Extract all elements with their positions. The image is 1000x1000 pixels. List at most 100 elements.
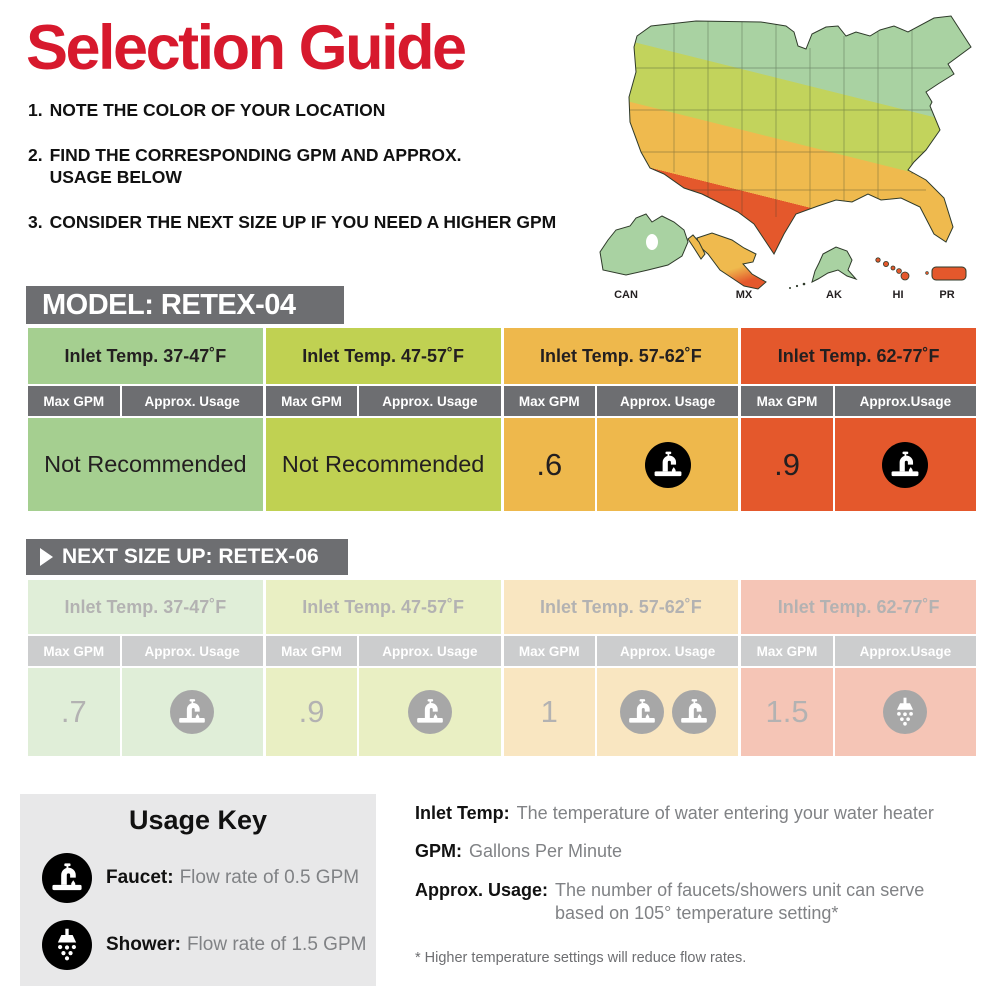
max-gpm-cell: .9 bbox=[265, 668, 358, 756]
max-gpm-header: Max GPM bbox=[741, 636, 833, 666]
max-gpm-header: Max GPM bbox=[741, 386, 833, 416]
instruction-steps: 1. NOTE THE COLOR OF YOUR LOCATION 2. FI… bbox=[28, 100, 648, 257]
faucet-icon bbox=[620, 690, 664, 734]
max-gpm-header: Max GPM bbox=[265, 636, 358, 666]
step-number: 1. bbox=[28, 100, 43, 120]
next-size-table: Inlet Temp. 37-47˚F Max GPM Approx. Usag… bbox=[28, 580, 976, 756]
faucet-label: Faucet: bbox=[106, 867, 174, 888]
temp-column-62-77: Inlet Temp. 62-77˚F Max GPM Approx.Usage… bbox=[741, 580, 976, 756]
max-gpm-cell: .6 bbox=[503, 418, 596, 511]
map-label-ak: AK bbox=[826, 289, 842, 301]
column-header: Inlet Temp. 62-77˚F bbox=[741, 580, 976, 634]
usage-cell bbox=[121, 668, 263, 756]
temp-column-57-62: Inlet Temp. 57-62˚F Max GPM Approx. Usag… bbox=[503, 328, 739, 511]
gpm-value: 1.5 bbox=[765, 694, 809, 729]
step-3: 3. CONSIDER THE NEXT SIZE UP IF YOU NEED… bbox=[28, 212, 648, 234]
max-gpm-cell: .7 bbox=[28, 668, 120, 756]
faucet-icon bbox=[882, 442, 928, 488]
faucet-icon bbox=[408, 690, 452, 734]
state-borders bbox=[629, 20, 971, 217]
max-gpm-cell: 1.5 bbox=[741, 668, 833, 756]
shower-label: Shower: bbox=[106, 934, 181, 955]
faucet-icon bbox=[170, 690, 214, 734]
column-header: Inlet Temp. 47-57˚F bbox=[265, 328, 501, 384]
data-cell: Not Recommended bbox=[28, 418, 263, 511]
gpm-value: .6 bbox=[536, 446, 563, 482]
not-recommended-text: Not Recommended bbox=[44, 451, 247, 477]
puerto-rico-shape bbox=[931, 266, 967, 281]
usage-cell bbox=[359, 668, 501, 756]
max-gpm-header: Max GPM bbox=[28, 386, 120, 416]
footnote: * Higher temperature settings will reduc… bbox=[415, 949, 747, 966]
faucet-icon bbox=[645, 442, 691, 488]
column-header: Inlet Temp. 62-77˚F bbox=[741, 328, 976, 384]
usage-cell bbox=[597, 418, 739, 511]
model-header-bar: MODEL: RETEX-04 bbox=[26, 286, 344, 324]
map-label-mx: MX bbox=[736, 289, 753, 301]
approx-usage-header: Approx. Usage bbox=[597, 386, 739, 416]
step-1: 1. NOTE THE COLOR OF YOUR LOCATION bbox=[28, 100, 648, 122]
next-size-header-bar: NEXT SIZE UP: RETEX-06 bbox=[26, 539, 348, 575]
aleutian-island bbox=[789, 287, 791, 289]
definition-term: Approx. Usage: bbox=[415, 879, 549, 900]
mexico-shape bbox=[696, 232, 767, 290]
model-table: Inlet Temp. 37-47˚F Max GPM Approx. Usag… bbox=[28, 328, 976, 511]
approx-usage-header: Approx. Usage bbox=[121, 386, 263, 416]
hudson-bay bbox=[646, 234, 658, 250]
step-text: NOTE THE COLOR OF YOUR LOCATION bbox=[49, 100, 386, 120]
aleutian-island bbox=[795, 284, 799, 288]
play-icon bbox=[40, 548, 53, 566]
us-map-shape bbox=[628, 15, 972, 255]
hawaii-islands bbox=[875, 257, 910, 281]
temp-column-57-62: Inlet Temp. 57-62˚F Max GPM Approx. Usag… bbox=[503, 580, 739, 756]
temp-column-47-57: Inlet Temp. 47-57˚F Max GPM Approx. Usag… bbox=[265, 580, 501, 756]
gpm-value: .9 bbox=[298, 694, 325, 729]
approx-usage-header: Approx. Usage bbox=[359, 386, 501, 416]
definition-text: Gallons Per Minute bbox=[469, 841, 623, 862]
faucet-icon bbox=[42, 853, 92, 903]
max-gpm-header: Max GPM bbox=[503, 636, 596, 666]
step-number: 2. bbox=[28, 144, 43, 165]
temp-column-37-47: Inlet Temp. 37-47˚F Max GPM Approx. Usag… bbox=[28, 580, 263, 756]
baja-peninsula bbox=[687, 234, 706, 260]
map-label-pr: PR bbox=[939, 289, 954, 301]
faucet-description: Flow rate of 0.5 GPM bbox=[179, 867, 360, 888]
canada-shape bbox=[599, 213, 689, 276]
usage-key-panel: Usage Key Faucet: Flow rate of 0.5 GPM S… bbox=[20, 794, 376, 986]
definition-text: The number of faucets/showers unit can s… bbox=[555, 879, 925, 924]
usage-cell bbox=[597, 668, 739, 756]
step-text: CONSIDER THE NEXT SIZE UP IF YOU NEED A … bbox=[49, 211, 557, 232]
shower-description: Flow rate of 1.5 GPM bbox=[186, 934, 367, 955]
temp-column-37-47: Inlet Temp. 37-47˚F Max GPM Approx. Usag… bbox=[28, 328, 263, 511]
step-2: 2. FIND THE CORRESPONDING GPM AND APPROX… bbox=[28, 145, 648, 189]
max-gpm-cell: 1 bbox=[503, 668, 596, 756]
aleutian-island bbox=[802, 282, 806, 286]
data-cell: Not Recommended bbox=[265, 418, 501, 511]
approx-usage-header: Approx.Usage bbox=[834, 386, 976, 416]
next-size-title: NEXT SIZE UP: RETEX-06 bbox=[62, 545, 319, 568]
step-number: 3. bbox=[28, 211, 43, 232]
gpm-value: 1 bbox=[540, 694, 558, 729]
faucet-key-icon bbox=[42, 853, 92, 903]
page-title: Selection Guide bbox=[26, 13, 467, 83]
usage-cell bbox=[834, 668, 976, 756]
approx-usage-header: Approx. Usage bbox=[359, 636, 501, 666]
map-label-can: CAN bbox=[614, 289, 638, 301]
max-gpm-header: Max GPM bbox=[28, 636, 120, 666]
definition-approx-usage: Approx. Usage: The number of faucets/sho… bbox=[415, 879, 975, 926]
gpm-value: .9 bbox=[774, 446, 800, 482]
column-header: Inlet Temp. 37-47˚F bbox=[28, 328, 263, 384]
faucet-icon bbox=[672, 690, 716, 734]
usage-key-faucet-row: Faucet: Flow rate of 0.5 GPM bbox=[42, 853, 376, 903]
map-label-hi: HI bbox=[893, 289, 904, 301]
alaska-shape bbox=[811, 246, 858, 283]
temp-column-62-77: Inlet Temp. 62-77˚F Max GPM Approx.Usage… bbox=[741, 328, 976, 511]
max-gpm-header: Max GPM bbox=[265, 386, 358, 416]
max-gpm-cell: .9 bbox=[741, 418, 833, 511]
usage-cell bbox=[834, 418, 976, 511]
step-text: FIND THE CORRESPONDING GPM AND APPROX. U… bbox=[49, 144, 462, 187]
model-title: MODEL: RETEX-04 bbox=[42, 288, 296, 321]
shower-icon bbox=[883, 690, 927, 734]
usage-key-title: Usage Key bbox=[128, 805, 268, 835]
